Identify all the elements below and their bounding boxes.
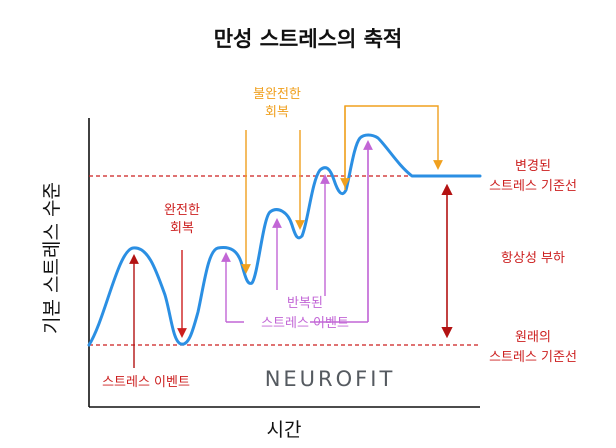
- x-axis-label: 시간: [267, 419, 302, 441]
- repeated-events-connector: [226, 142, 369, 323]
- changed-baseline-label-2: 스트레스 기준선: [489, 179, 577, 194]
- diagram-title: 만성 스트레스의 축적: [214, 27, 403, 51]
- stress-event-label: 스트레스 이벤트: [102, 375, 190, 390]
- y-axis-label: 기본 스트레스 수준: [41, 182, 63, 334]
- complete-recovery-label-1: 완전한: [164, 203, 200, 218]
- incomplete-recovery-label-2: 회복: [265, 105, 289, 120]
- repeated-events-label-1: 반복된: [287, 296, 323, 311]
- changed-baseline-label-1: 변경된: [515, 159, 551, 174]
- repeated-events-label-2: 스트레스 이벤트: [261, 316, 349, 331]
- allostatic-load-label: 항상성 부하: [501, 251, 565, 266]
- incomplete-recovery-label-1: 불완전한: [253, 87, 301, 102]
- stress-curve: [87, 133, 482, 347]
- original-baseline-label-2: 스트레스 기준선: [489, 350, 577, 365]
- original-baseline-label-1: 원래의: [515, 330, 551, 345]
- complete-recovery-label-2: 회복: [170, 221, 194, 236]
- brand-logo-text: NEUROFIT: [265, 367, 396, 391]
